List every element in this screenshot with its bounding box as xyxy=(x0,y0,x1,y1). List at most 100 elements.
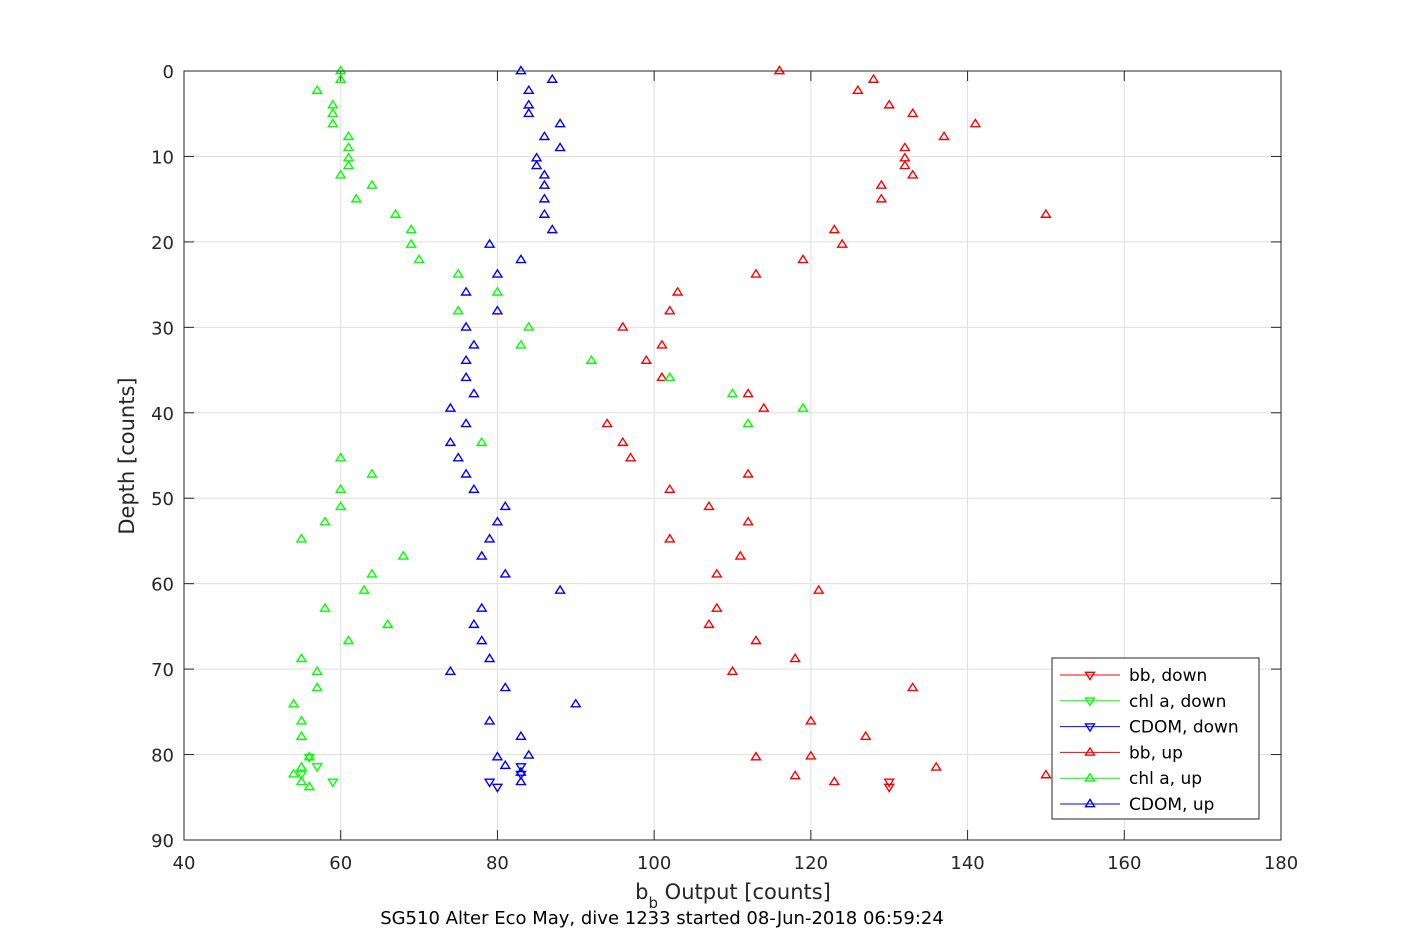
data-point-cdom-up xyxy=(570,698,582,708)
y-tick-label: 50 xyxy=(151,489,174,510)
data-point-cdom-up xyxy=(483,715,496,725)
data-point-bb-up xyxy=(726,665,739,676)
data-point-bb-up xyxy=(789,653,801,663)
data-point-cdom-up xyxy=(554,584,566,594)
data-point-chl-a-down xyxy=(311,763,323,773)
data-point-chl-a-up xyxy=(366,468,378,478)
data-point-chl-a-up xyxy=(311,84,323,95)
data-point-bb-up xyxy=(899,142,911,152)
data-point-cdom-up xyxy=(460,286,472,296)
data-point-chl-a-up xyxy=(303,751,316,761)
data-point-chl-a-up xyxy=(342,142,355,152)
legend-label-bb-down: bb, down xyxy=(1129,666,1207,686)
data-point-chl-a-up xyxy=(287,698,300,708)
data-point-cdom-up xyxy=(475,550,488,560)
data-point-chl-a-up xyxy=(515,339,527,349)
data-point-bb-up xyxy=(969,118,982,128)
legend-marker-cdom-up xyxy=(1084,798,1096,808)
data-point-bb-up xyxy=(773,65,786,75)
x-tick-label: 140 xyxy=(950,853,984,874)
data-point-chl-a-up xyxy=(452,305,465,315)
data-point-bb-up xyxy=(875,179,888,189)
data-point-chl-a-up xyxy=(327,118,339,128)
y-tick-label: 0 xyxy=(163,62,174,83)
x-axis-label-subscript: b xyxy=(648,894,658,912)
data-point-cdom-up xyxy=(468,339,480,349)
data-point-bb-up xyxy=(703,618,715,629)
data-point-chl-a-up xyxy=(413,254,425,264)
data-point-chl-a-up xyxy=(334,452,347,462)
data-point-chl-a-up xyxy=(452,268,465,278)
data-point-bb-up xyxy=(640,354,653,365)
data-point-cdom-down xyxy=(483,778,496,788)
data-point-chl-a-up xyxy=(319,516,331,526)
data-point-chl-a-up xyxy=(319,602,331,612)
data-point-bb-up xyxy=(938,130,950,141)
legend-label-bb-up: bb, up xyxy=(1129,743,1183,763)
data-point-bb-up xyxy=(789,770,801,780)
data-point-cdom-up xyxy=(530,160,543,170)
data-point-bb-up xyxy=(617,321,629,331)
y-tick-label: 80 xyxy=(151,746,174,767)
data-point-bb-up xyxy=(859,730,872,741)
data-marks xyxy=(287,65,1052,793)
data-point-bb-up xyxy=(624,452,637,462)
data-point-chl-a-down xyxy=(327,778,339,788)
data-point-chl-a-up xyxy=(342,160,355,170)
data-point-bb-up xyxy=(883,99,895,109)
data-point-cdom-up xyxy=(523,107,535,118)
data-point-bb-up xyxy=(742,388,754,398)
data-point-chl-a-up xyxy=(350,193,363,203)
data-point-bb-up xyxy=(852,84,864,95)
x-tick-label: 120 xyxy=(794,853,828,874)
data-point-cdom-up xyxy=(460,354,472,365)
data-point-bb-up xyxy=(930,761,942,771)
x-tick-label: 160 xyxy=(1107,853,1141,874)
data-point-chl-a-up xyxy=(664,371,676,382)
data-point-bb-up xyxy=(664,305,676,315)
data-point-cdom-up xyxy=(523,99,535,109)
data-point-chl-a-up xyxy=(366,568,378,578)
legend-marker-bb-down xyxy=(1084,671,1096,681)
data-point-chl-a-up xyxy=(523,321,535,331)
data-point-cdom-up xyxy=(468,388,480,398)
data-point-bb-up xyxy=(906,682,919,692)
data-point-chl-a-up xyxy=(295,761,308,771)
data-point-cdom-up xyxy=(523,749,535,759)
data-point-cdom-up xyxy=(491,305,504,315)
axis-ticks: 40 60 80 100 120 140 160 180 0 10 20 30 40 50 60 70 80 90 xyxy=(151,62,1298,874)
y-tick-label: 30 xyxy=(151,318,174,339)
data-point-bb-up xyxy=(750,635,762,645)
data-point-bb-up xyxy=(828,224,841,234)
data-point-bb-up xyxy=(671,286,684,296)
data-point-cdom-up xyxy=(491,516,504,526)
data-point-bb-up xyxy=(867,73,880,83)
legend-label-chl-a-up: chl a, up xyxy=(1129,769,1202,789)
data-point-cdom-up xyxy=(499,568,512,578)
figure-caption: SG510 Alter Eco May, dive 1233 started 0… xyxy=(380,908,944,929)
data-point-chl-a-up xyxy=(295,653,308,663)
data-point-chl-a-up xyxy=(334,483,347,494)
data-point-cdom-up xyxy=(483,238,496,248)
x-tick-label: 180 xyxy=(1264,853,1298,874)
data-point-cdom-up xyxy=(499,759,512,770)
legend-box xyxy=(1051,657,1260,820)
data-point-chl-a-up xyxy=(334,169,347,179)
data-point-cdom-up xyxy=(546,73,559,83)
y-tick-label: 60 xyxy=(151,575,174,596)
legend-label-cdom-up: CDOM, up xyxy=(1129,795,1214,815)
data-point-chl-a-up xyxy=(585,354,598,365)
x-axis-label: bb Output [counts] xyxy=(635,880,831,912)
y-tick-label: 20 xyxy=(151,233,174,254)
data-point-cdom-up xyxy=(538,130,551,141)
data-point-bb-up xyxy=(750,268,762,278)
legend-label-cdom-down: CDOM, down xyxy=(1129,718,1239,738)
data-point-chl-a-up xyxy=(726,388,739,398)
data-point-chl-a-up xyxy=(327,107,339,118)
data-point-chl-a-up xyxy=(742,418,754,428)
data-point-cdom-up xyxy=(460,418,472,428)
data-point-cdom-up xyxy=(483,533,496,543)
data-point-cdom-up xyxy=(515,730,527,741)
x-tick-label: 40 xyxy=(173,853,196,874)
data-point-bb-up xyxy=(703,500,715,511)
